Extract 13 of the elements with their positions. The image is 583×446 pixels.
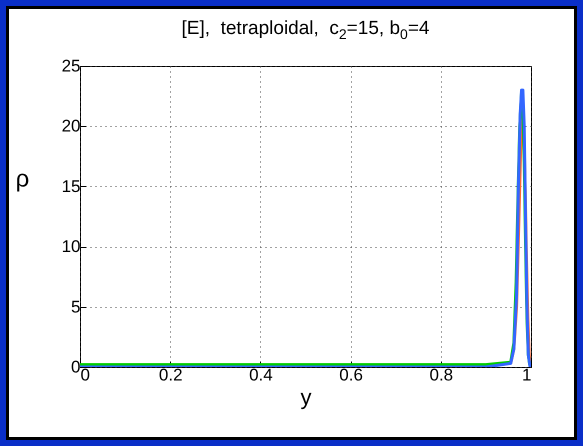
y-tick-label: 15	[62, 176, 80, 196]
x-tick-label: 0.8	[429, 366, 454, 384]
x-tick-label: 1	[522, 366, 532, 384]
x-tick-label: 0.6	[339, 366, 363, 384]
x-tick-label: 0.4	[249, 366, 273, 384]
y-axis-title: ρ	[16, 166, 30, 192]
y-tick-label: 10	[62, 237, 80, 256]
y-tick-label: 25	[62, 56, 80, 76]
chart-title: [E], tetraploidal, c$_{2}$=15, b$_{0}$=4	[180, 18, 430, 42]
x-tick-label: 0.2	[158, 366, 183, 384]
x-axis-title: y	[300, 384, 312, 410]
y-tick-label: 20	[62, 116, 80, 136]
y-tick-label: 5	[71, 297, 80, 316]
